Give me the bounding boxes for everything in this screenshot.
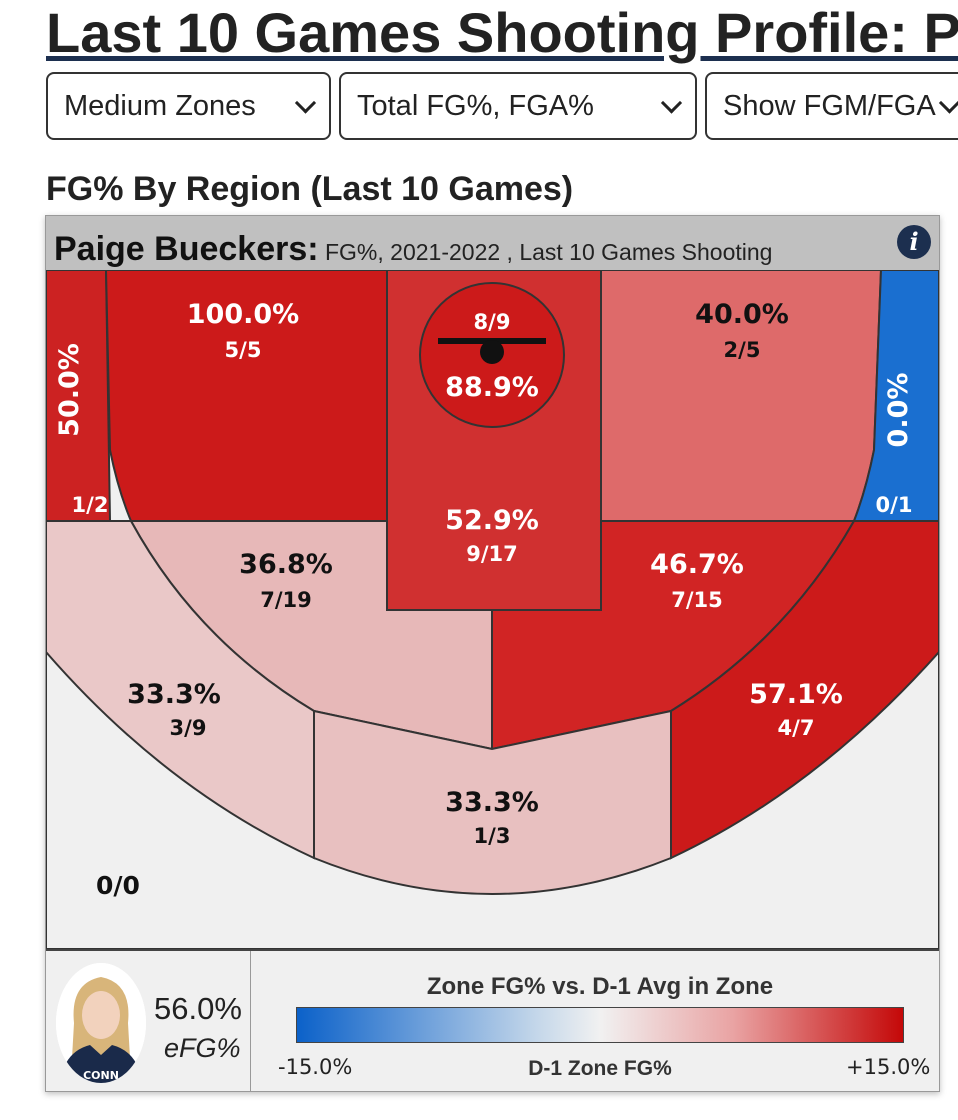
efg-value: 56.0%	[154, 991, 242, 1026]
zone-pct-label: 33.3%	[127, 679, 221, 710]
zone-pct-label: 40.0%	[695, 299, 789, 330]
legend-title: Zone FG% vs. D-1 Avg in Zone	[426, 973, 774, 1000]
card-header: Paige Bueckers: FG%, 2021-2022 , Last 10…	[46, 216, 939, 270]
section-title: FG% By Region (Last 10 Games)	[46, 170, 574, 208]
zone-pct-label: 50.0%	[54, 343, 85, 437]
zone-pct-label: 88.9%	[445, 372, 539, 403]
zone-size-dropdown[interactable]: Medium Zones	[46, 72, 331, 140]
chart-title: Paige Bueckers: FG%, 2021-2022 , Last 10…	[54, 230, 772, 269]
player-photo: CONN	[56, 963, 146, 1083]
zone-fraction-label: 0/1	[876, 493, 913, 517]
info-icon[interactable]: i	[897, 225, 931, 259]
zone-fraction-label: 3/9	[170, 716, 207, 740]
page-title: Last 10 Games Shooting Profile: Paige Bu…	[46, 1, 958, 64]
legend-max-label: +15.0%	[846, 1055, 931, 1079]
chevron-down-icon	[938, 92, 958, 114]
zone-fraction-label: 7/15	[671, 588, 723, 612]
stat-type-value: Total FG%, FGA%	[357, 89, 594, 122]
zone-size-value: Medium Zones	[64, 89, 256, 122]
chevron-down-icon	[294, 92, 317, 114]
zone-pct-label: 52.9%	[445, 505, 539, 536]
zone-fraction-label: 1/2	[72, 493, 109, 517]
zone-pct-label: 33.3%	[445, 787, 539, 818]
zone-fraction-label: 5/5	[225, 338, 262, 362]
efg-label: eFG%	[164, 1033, 241, 1063]
jersey-text: CONN	[83, 1069, 119, 1082]
zone-fraction-label: 4/7	[778, 716, 815, 740]
display-option-value: Show FGM/FGA	[723, 89, 936, 122]
zone-pct-label: 36.8%	[239, 549, 333, 580]
legend-color-bar	[296, 1007, 904, 1043]
card-footer: CONN 56.0% eFG% Zone FG% vs. D-1 Avg in …	[46, 949, 939, 1091]
zone-right-wing-three[interactable]	[670, 520, 939, 860]
zone-fraction-label: 2/5	[724, 338, 761, 362]
display-option-dropdown[interactable]: Show FGM/FGA	[705, 72, 958, 140]
zone-pct-label: 0.0%	[883, 373, 914, 448]
legend-axis-label: D-1 Zone FG%	[528, 1057, 672, 1080]
zone-pct-label: 57.1%	[749, 679, 843, 710]
stat-type-dropdown[interactable]: Total FG%, FGA%	[339, 72, 697, 140]
zone-fraction-label: 9/17	[466, 542, 518, 566]
zone-top-key-three[interactable]	[313, 709, 672, 895]
zone-pct-label: 46.7%	[650, 549, 744, 580]
footer-divider	[250, 951, 251, 1091]
chevron-down-icon	[660, 92, 683, 114]
zone-fraction-label: 8/9	[474, 310, 511, 334]
shot-chart-card: Paige Bueckers: FG%, 2021-2022 , Last 10…	[45, 215, 940, 1092]
zone-fraction-label: 0/0	[96, 871, 140, 900]
chart-meta: FG%, 2021-2022 , Last 10 Games Shooting	[318, 239, 773, 265]
legend-min-label: -15.0%	[278, 1055, 353, 1079]
basket-icon	[480, 340, 504, 364]
zone-pct-label: 100.0%	[187, 299, 299, 330]
zone-fraction-label: 1/3	[474, 824, 511, 848]
zone-fraction-label: 7/19	[260, 588, 312, 612]
avatar: CONN	[56, 963, 146, 1083]
shot-chart-court: 50.0% 1/2 100.0% 5/5 88.9% 8/9 52.9% 9/17 40.0% 2…	[46, 270, 939, 949]
player-name: Paige Bueckers:	[54, 230, 319, 268]
